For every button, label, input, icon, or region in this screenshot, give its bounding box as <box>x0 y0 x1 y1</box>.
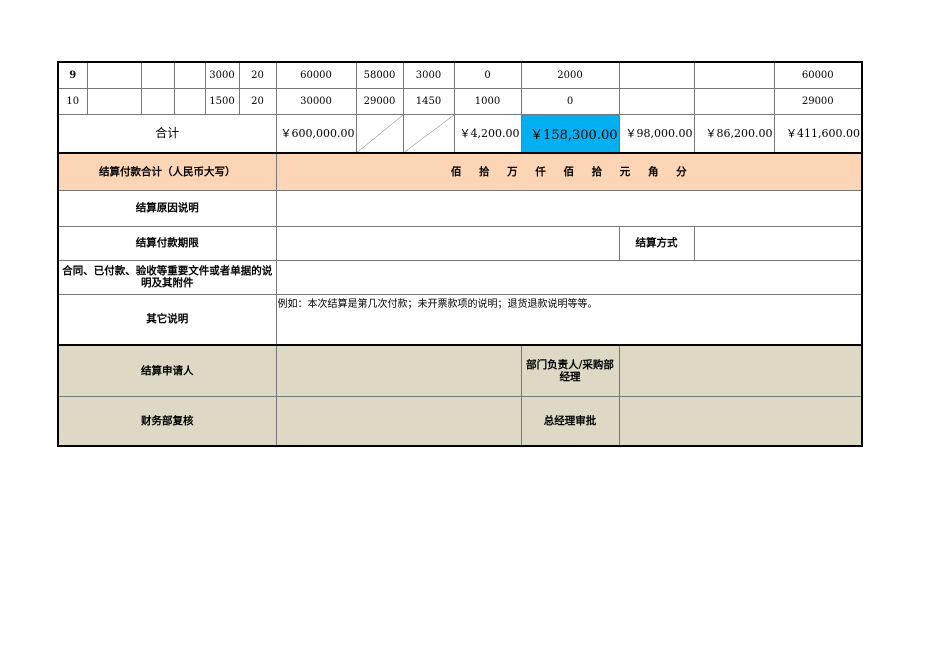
period-label: 结算付款期限 <box>57 225 277 261</box>
signature-row: 结算申请人 部门负责人/采购部经理 <box>57 344 863 397</box>
attachments-label: 合同、已付款、验收等重要文件或者单据的说明及其附件 <box>57 259 277 295</box>
cell[interactable] <box>693 61 775 89</box>
dept-field[interactable] <box>618 344 863 397</box>
gm-field[interactable] <box>618 395 863 447</box>
other-label: 其它说明 <box>57 293 277 346</box>
period-row: 结算付款期限 结算方式 <box>57 225 863 261</box>
total-c11[interactable]: ￥98,000.00 <box>618 113 695 154</box>
row-number[interactable]: 9 <box>57 61 88 89</box>
cell[interactable]: 1000 <box>453 87 522 115</box>
reason-row: 结算原因说明 <box>57 189 863 227</box>
uppercase-label: 结算付款合计（人民币大写） <box>57 152 277 191</box>
quantity-cell[interactable]: 3000 <box>204 61 240 89</box>
total-row: 合计 ￥600,000.00 ￥4,200.00 ￥158,300.00 ￥98… <box>57 113 863 154</box>
cell[interactable] <box>140 87 175 115</box>
cell[interactable] <box>618 87 695 115</box>
cell[interactable]: 60000 <box>773 61 863 89</box>
cell[interactable]: 3000 <box>402 61 455 89</box>
cell[interactable] <box>173 87 206 115</box>
quantity-cell[interactable]: 1500 <box>204 87 240 115</box>
applicant-field[interactable] <box>275 344 522 397</box>
gm-label: 总经理审批 <box>520 395 620 447</box>
cell[interactable]: 29000 <box>355 87 404 115</box>
cell[interactable] <box>173 61 206 89</box>
cell[interactable] <box>86 61 142 89</box>
attachments-field[interactable] <box>275 259 863 295</box>
cell[interactable]: 0 <box>453 61 522 89</box>
total-c12[interactable]: ￥86,200.00 <box>693 113 775 154</box>
table-row: 10 1500 20 30000 29000 1450 1000 0 29000 <box>57 87 863 115</box>
applicant-label: 结算申请人 <box>57 344 277 397</box>
cell[interactable] <box>693 87 775 115</box>
total-label: 合计 <box>57 113 277 154</box>
uppercase-row: 结算付款合计（人民币大写） 佰 拾 万 仟 佰 拾 元 角 分 <box>57 152 863 191</box>
method-label: 结算方式 <box>618 225 695 261</box>
cell[interactable] <box>86 87 142 115</box>
price-cell[interactable]: 20 <box>238 61 277 89</box>
table-row: 9 3000 20 60000 58000 3000 0 2000 60000 <box>57 61 863 89</box>
total-c9[interactable]: ￥4,200.00 <box>453 113 522 154</box>
dept-label: 部门负责人/采购部经理 <box>520 344 620 397</box>
reason-field[interactable] <box>275 189 863 227</box>
cell[interactable] <box>618 61 695 89</box>
amount-cell[interactable]: 30000 <box>275 87 357 115</box>
uppercase-units[interactable]: 佰 拾 万 仟 佰 拾 元 角 分 <box>275 152 863 191</box>
attachments-row: 合同、已付款、验收等重要文件或者单据的说明及其附件 <box>57 259 863 295</box>
cell[interactable]: 29000 <box>773 87 863 115</box>
cell[interactable]: 2000 <box>520 61 620 89</box>
cell[interactable]: 0 <box>520 87 620 115</box>
row-number[interactable]: 10 <box>57 87 88 115</box>
total-amount[interactable]: ￥600,000.00 <box>275 113 357 154</box>
cell[interactable]: 58000 <box>355 61 404 89</box>
other-row: 其它说明 例如：本次结算是第几次付款；未开票款项的说明；退货退款说明等等。 <box>57 293 863 346</box>
finance-field[interactable] <box>275 395 522 447</box>
period-field[interactable] <box>275 225 620 261</box>
price-cell[interactable]: 20 <box>238 87 277 115</box>
settlement-table: 9 3000 20 60000 58000 3000 0 2000 60000 … <box>57 61 863 447</box>
total-c13[interactable]: ￥411,600.00 <box>773 113 863 154</box>
diagonal-cell <box>355 113 404 154</box>
cell[interactable] <box>140 61 175 89</box>
method-field[interactable] <box>693 225 863 261</box>
cell[interactable]: 1450 <box>402 87 455 115</box>
finance-label: 财务部复核 <box>57 395 277 447</box>
diagonal-cell <box>402 113 455 154</box>
total-c10-selected[interactable]: ￥158,300.00 <box>520 113 620 154</box>
signature-row: 财务部复核 总经理审批 <box>57 395 863 447</box>
amount-cell[interactable]: 60000 <box>275 61 357 89</box>
other-field[interactable]: 例如：本次结算是第几次付款；未开票款项的说明；退货退款说明等等。 <box>275 293 863 346</box>
reason-label: 结算原因说明 <box>57 189 277 227</box>
